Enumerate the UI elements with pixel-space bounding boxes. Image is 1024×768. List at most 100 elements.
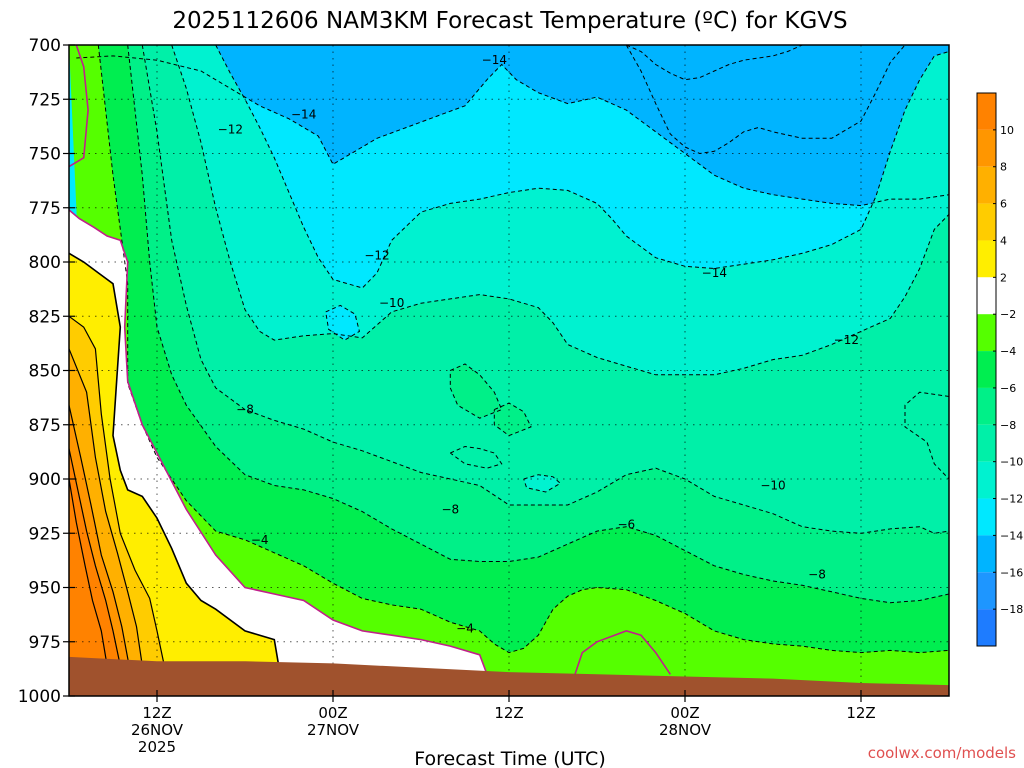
colorbar-band xyxy=(977,129,996,167)
contour-line xyxy=(523,474,562,493)
colorbar: 10 8 6 4 2 −2 −4 −6 −8 −10 −12 −14 −16 −18 xyxy=(976,92,1023,647)
x-tick-label: 12Z xyxy=(846,704,875,722)
x-tick-label: 12Z xyxy=(142,704,171,722)
x-tick-label: 27NOV xyxy=(307,721,360,739)
contour-line xyxy=(625,45,906,155)
x-tick-label: 26NOV xyxy=(131,721,184,739)
contour-line xyxy=(69,252,280,666)
contour-line xyxy=(127,45,949,604)
colorbar-band xyxy=(977,572,996,610)
fill-cell xyxy=(325,305,360,341)
y-tick-label: 825 xyxy=(29,307,61,327)
colorbar-band xyxy=(977,387,996,425)
contour-line xyxy=(215,45,949,289)
y-tick-label: 725 xyxy=(29,90,61,110)
colorbar-band xyxy=(977,535,996,573)
contour-label: −14 xyxy=(482,53,507,67)
colorbar-band xyxy=(977,93,996,130)
x-tick-label: 28NOV xyxy=(659,721,712,739)
contour-line xyxy=(69,448,121,666)
colorbar-tick-label: −2 xyxy=(1000,308,1016,321)
contour-line xyxy=(69,209,488,675)
contour-label: −14 xyxy=(702,266,727,280)
fill-cell xyxy=(905,392,949,479)
colorbar-band xyxy=(977,498,996,536)
colorbar-band xyxy=(977,351,996,388)
colorbar-band xyxy=(977,240,996,278)
terrain xyxy=(69,656,949,696)
contour-label: −8 xyxy=(441,502,459,516)
x-tick-label: 2025 xyxy=(138,738,176,756)
x-axis-label: Forecast Time (UTC) xyxy=(414,748,605,768)
y-tick-label: 1000 xyxy=(18,687,61,707)
contour-line xyxy=(97,45,949,654)
colorbar-band xyxy=(977,314,996,352)
colorbar-band xyxy=(977,609,996,646)
colorbar-band xyxy=(977,277,996,315)
contour-line xyxy=(904,391,949,480)
colorbar-band xyxy=(977,424,996,462)
colorbar-tick-label: −8 xyxy=(1000,419,1016,432)
y-tick-label: 900 xyxy=(29,470,61,490)
contour-line xyxy=(171,45,949,376)
fill-cell xyxy=(494,403,531,436)
x-tick-label: 00Z xyxy=(670,704,699,722)
contour-line xyxy=(626,45,803,81)
fill-cell xyxy=(450,364,502,419)
terrain-fill xyxy=(69,656,949,696)
credit-text: coolwx.com/models xyxy=(868,744,1016,762)
contour-line xyxy=(69,478,108,666)
contour-label: −8 xyxy=(236,403,254,417)
contour-line xyxy=(141,45,949,534)
contour-line xyxy=(574,630,671,675)
fill-band xyxy=(69,45,949,696)
x-tick-label: 12Z xyxy=(494,704,523,722)
colorbar-tick-label: 6 xyxy=(1000,198,1007,211)
contour-label: −8 xyxy=(808,567,826,581)
contour-label: −10 xyxy=(760,479,785,493)
y-tick-label: 700 xyxy=(29,36,61,56)
contour-labels: −14 −14 −12 −14 −12 −10 −12 −8 −4 −8 −6 −10 −8 −4 xyxy=(218,53,859,636)
contour-line xyxy=(69,315,165,666)
contour-line xyxy=(69,405,130,666)
colorbar-tick-label: 4 xyxy=(1000,234,1007,247)
contour-line xyxy=(69,348,143,666)
contour-label: −4 xyxy=(251,533,269,547)
grid-lines xyxy=(69,45,949,696)
contour-label: −12 xyxy=(218,123,243,137)
colorbar-band xyxy=(977,203,996,241)
colorbar-tick-label: 10 xyxy=(1000,124,1014,137)
contour-lines xyxy=(69,45,949,675)
contour-line xyxy=(325,304,360,341)
colorbar-tick-label: −4 xyxy=(1000,345,1016,358)
y-tick-label: 750 xyxy=(29,145,61,165)
contour-line xyxy=(76,55,949,207)
y-tick-label: 800 xyxy=(29,253,61,273)
colorbar-tick-label: −6 xyxy=(1000,382,1016,395)
colorbar-tick-label: −12 xyxy=(1000,493,1023,506)
contour-label: −12 xyxy=(834,333,859,347)
colorbar-tick-label: −18 xyxy=(1000,603,1023,616)
y-axis: 700 725 750 775 800 825 850 875 900 925 950 975 1000 xyxy=(18,36,75,707)
colorbar-tick-label: −16 xyxy=(1000,566,1023,579)
y-tick-label: 925 xyxy=(29,524,61,544)
contour-line xyxy=(69,45,89,168)
x-tick-label: 00Z xyxy=(318,704,347,722)
contour-line xyxy=(449,363,503,419)
contour-label: −10 xyxy=(379,296,404,310)
colorbar-tick-label: −14 xyxy=(1000,529,1023,542)
fill-cell xyxy=(626,45,803,80)
y-tick-label: 950 xyxy=(29,579,61,599)
y-tick-label: 775 xyxy=(29,199,61,219)
colorbar-band xyxy=(977,461,996,499)
colorbar-band xyxy=(977,166,996,204)
contour-line xyxy=(450,445,503,469)
y-tick-label: 875 xyxy=(29,416,61,436)
colorbar-frame xyxy=(976,92,997,647)
contour-label: −14 xyxy=(291,107,316,121)
contour-label: −6 xyxy=(617,518,635,532)
contour-line xyxy=(493,402,532,437)
